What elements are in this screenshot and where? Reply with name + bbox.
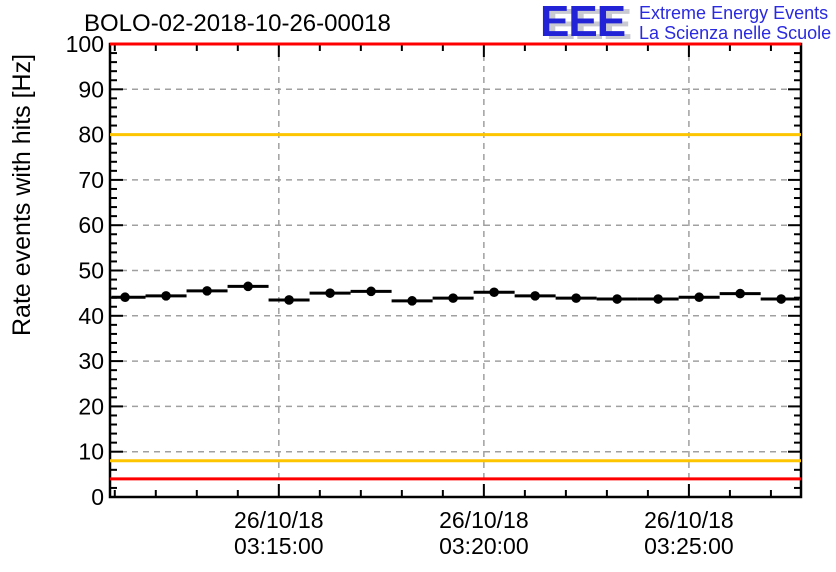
x-tick-label-time: 03:15:00	[234, 533, 324, 559]
data-point	[145, 291, 187, 301]
y-tick-label: 60	[78, 212, 104, 238]
x-tick-label-time: 03:20:00	[439, 533, 529, 559]
y-tick-label: 80	[78, 122, 104, 148]
x-tick-label-date: 26/10/18	[439, 507, 529, 533]
data-point	[186, 286, 228, 296]
x-tick-label-date: 26/10/18	[644, 507, 734, 533]
data-point	[514, 291, 556, 301]
y-tick-label: 10	[78, 439, 104, 465]
data-point	[268, 295, 310, 305]
data-point	[350, 286, 392, 297]
data-point	[111, 292, 146, 303]
data-point	[678, 292, 720, 303]
axis-labels: 010203040506070809010026/10/1803:15:0026…	[66, 31, 734, 559]
data-point	[760, 294, 800, 304]
data-point	[391, 296, 433, 306]
reference-lines	[110, 42, 801, 481]
y-tick-label: 40	[78, 303, 104, 329]
eee-logo-text: Extreme Energy Events La Scienza nelle S…	[639, 2, 831, 43]
y-tick-label: 90	[78, 76, 104, 102]
y-tick-label: 0	[91, 484, 104, 510]
y-tick-label: 100	[66, 31, 104, 57]
data-point	[227, 281, 269, 292]
y-tick-label: 30	[78, 348, 104, 374]
data-point	[555, 293, 597, 303]
data-point	[596, 294, 638, 304]
data-point	[309, 288, 351, 298]
eee-logo-line1: Extreme Energy Events	[639, 3, 829, 23]
chart-title: BOLO-02-2018-10-26-00018	[84, 10, 391, 37]
eee-logo-acronym: EEE	[540, 0, 626, 46]
y-tick-label: 70	[78, 167, 104, 193]
eee-logo: EEE Extreme Energy Events La Scienza nel…	[540, 0, 831, 46]
x-tick-label-date: 26/10/18	[234, 507, 324, 533]
data-point	[432, 293, 474, 303]
y-tick-label: 20	[78, 393, 104, 419]
x-tick-label-time: 03:25:00	[644, 533, 734, 559]
data-point	[473, 287, 515, 298]
data-point	[637, 294, 679, 304]
gridlines	[110, 44, 801, 497]
data-series	[111, 281, 800, 306]
data-point	[719, 288, 761, 299]
y-tick-label: 50	[78, 258, 104, 284]
eee-logo-line2: La Scienza nelle Scuole	[639, 23, 832, 43]
